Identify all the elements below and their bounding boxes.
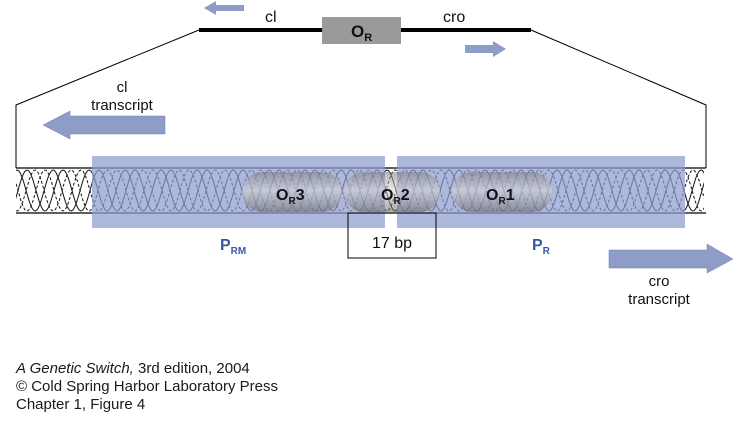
expansion-line-left (15, 29, 200, 168)
spacing-bracket (347, 212, 437, 259)
pr-promoter-label: PR (532, 237, 551, 257)
or2-site-label: OR2 (381, 187, 410, 207)
expansion-line-right (530, 29, 707, 168)
cl-transcript-label-line1: cl (117, 79, 128, 96)
figure-caption: A Genetic Switch, 3rd edition, 2004 © Co… (16, 360, 278, 414)
cro-gene-label: cro (443, 9, 465, 26)
or3-site-cylinder (242, 172, 342, 212)
cl-gene-label: cl (265, 9, 277, 26)
cro-transcript-label-line2: transcript (628, 291, 691, 308)
cl-transcript-arrow (42, 110, 166, 140)
caption-line-3: Chapter 1, Figure 4 (16, 396, 146, 413)
cro-transcript-arrow (608, 243, 734, 274)
caption-line-1: A Genetic Switch, 3rd edition, 2004 (16, 360, 250, 377)
or-operator-label: OR (351, 22, 372, 44)
spacing-label: 17 bp (372, 235, 412, 252)
cl-direction-arrow (204, 1, 244, 15)
or2-site-cylinder (344, 172, 440, 212)
caption-line-2: © Cold Spring Harbor Laboratory Press (16, 378, 279, 395)
or-operator-box (322, 17, 401, 44)
genetic-map: OR cl cro (199, 1, 531, 57)
or1-site-cylinder (452, 172, 552, 212)
cro-transcript-label-line1: cro (649, 273, 670, 290)
or1-site-label: OR1 (486, 187, 515, 207)
cro-direction-arrow (465, 41, 506, 57)
or3-site-label: OR3 (276, 187, 305, 207)
prm-promoter-label: PRM (220, 237, 246, 257)
cl-transcript-label-line2: transcript (91, 97, 154, 114)
